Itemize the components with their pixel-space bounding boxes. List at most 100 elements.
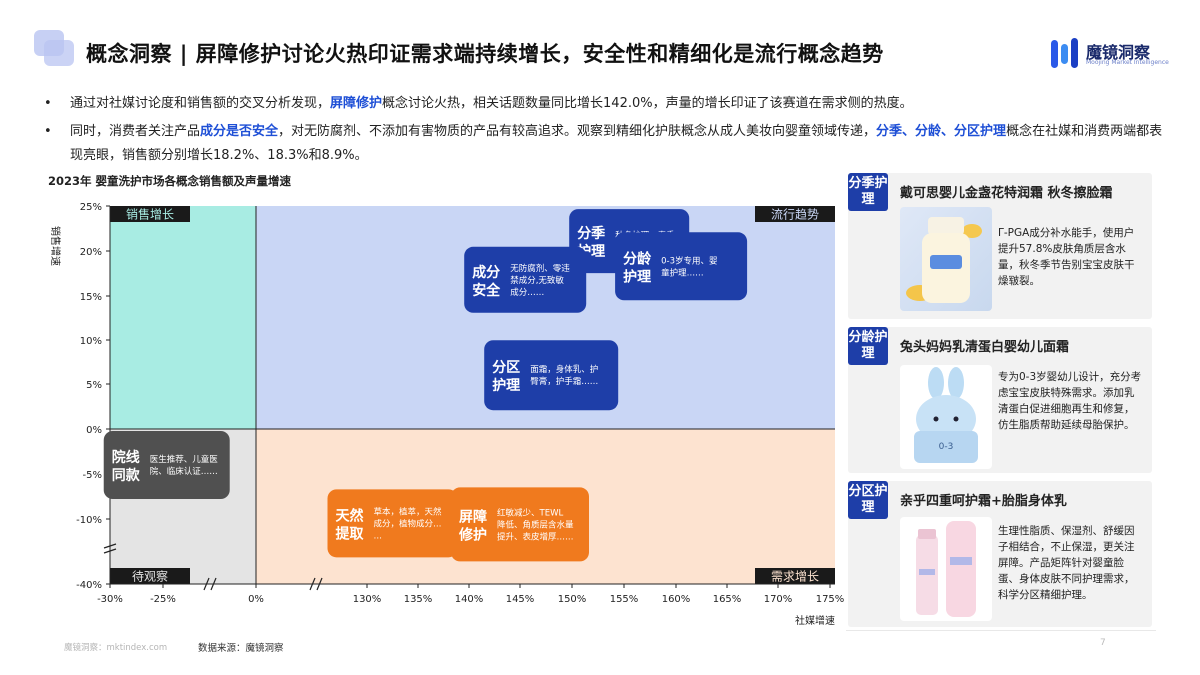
x-tick-label: 165% <box>713 594 742 605</box>
quadrant-label-trend: 流行趋势 <box>771 208 819 222</box>
x-tick-label: 145% <box>506 594 535 605</box>
concept-desc: 无防腐剂、零违 <box>510 263 570 274</box>
lotion-tubes-image <box>900 517 992 621</box>
concept-bubble <box>484 340 619 411</box>
cream-bottle-image <box>900 207 992 311</box>
y-tick-label: 15% <box>80 292 102 303</box>
bullet-item: • 通过对社媒讨论度和销售额的交叉分析发现，屏障修护概念讨论火热，相关话题数量同比… <box>44 92 1174 116</box>
quadrant-sales-growth <box>110 206 256 429</box>
x-tick-label: 175% <box>816 594 845 605</box>
bunny-jar-image: 0-3 <box>900 365 992 469</box>
concept-name: 安全 <box>472 282 501 299</box>
footer-divider <box>846 630 1156 631</box>
x-axis-break <box>309 577 316 591</box>
insight-bullets: • 通过对社媒讨论度和销售额的交叉分析发现，屏障修护概念讨论火热，相关话题数量同比… <box>44 92 1174 168</box>
product-card-zone: 分区护理 亲乎四重呵护霜+胎脂身体乳 生理性脂质、保湿剂、舒缓因子相结合，不止保… <box>848 481 1152 627</box>
title-bar: 概念洞察 | 屏障修护讨论火热印证需求端持续增长，安全性和精细化是流行概念趋势 … <box>34 30 1169 82</box>
brand-m-icon <box>1051 38 1078 68</box>
concept-name: 护理 <box>623 268 651 285</box>
concept-desc: 成分…… <box>510 287 544 298</box>
y-tick-label: 20% <box>80 247 102 258</box>
bullet-text: 通过对社媒讨论度和销售额的交叉分析发现， <box>70 96 331 111</box>
x-tick-label: 160% <box>662 594 691 605</box>
x-tick-label: 155% <box>610 594 639 605</box>
y-tick-label: -40% <box>76 580 102 591</box>
card-tag: 分区护理 <box>848 481 888 519</box>
concept-name: 同款 <box>112 467 141 484</box>
concept-desc: 草本，植萃，天然 <box>374 506 443 517</box>
concept-desc: 0-3岁专用、婴 <box>661 255 717 266</box>
bullet-item: • 同时，消费者关注产品成分是否安全，对无防腐剂、不添加有害物质的产品有较高追求。… <box>44 120 1174 168</box>
concept-desc: 医生推荐、儿童医 <box>150 454 219 465</box>
card-tag: 分季护理 <box>848 173 888 211</box>
concept-desc: 降低、角质层含水量 <box>497 519 574 530</box>
concept-bubble <box>615 232 748 301</box>
x-tick-label: -25% <box>150 594 176 605</box>
concept-name: 天然 <box>336 507 364 524</box>
concept-desc: 红敏减少、TEWL <box>497 507 563 518</box>
bullet-text: 同时，消费者关注产品 <box>70 124 201 139</box>
footer-website: 魔镜洞察：mktindex.com <box>64 643 168 653</box>
y-tick-label: 25% <box>80 202 102 213</box>
concept-name: 护理 <box>492 377 520 394</box>
y-tick-label: 0% <box>86 425 102 436</box>
quadrant-label-sales-growth-bg <box>110 206 190 222</box>
y-tick-label: -10% <box>76 515 102 526</box>
bullet-dot: • <box>44 96 52 111</box>
x-axis-break <box>203 577 210 591</box>
bullet-dot: • <box>44 124 52 139</box>
concept-name: 成分 <box>472 264 500 281</box>
brand-name: 魔镜洞察 <box>1086 43 1151 62</box>
y-axis-break <box>103 548 117 554</box>
brand-logo: 魔镜洞察 Moojing Market Intelligence <box>1050 34 1180 74</box>
concept-bubble <box>464 246 587 313</box>
highlight-text: 分季、分龄、分区护理 <box>876 124 1007 139</box>
x-axis-label: 社媒增速 <box>795 614 835 627</box>
quadrant-label-trend-bg <box>755 206 835 222</box>
quadrant-label-observe: 待观察 <box>132 570 168 584</box>
concept-bubble <box>451 487 589 562</box>
chart-title: 2023年 婴童洗护市场各概念销售额及声量增速 <box>48 174 292 188</box>
quadrant-label-demand-growth: 需求增长 <box>771 570 819 584</box>
card-description: 生理性脂质、保湿剂、舒缓因子相结合，不止保湿，更关注屏障。产品矩阵针对婴童脸蛋、… <box>998 525 1135 601</box>
brand-subtitle: Moojing Market Intelligence <box>1086 59 1169 66</box>
concept-desc: 院、临床认证…… <box>150 466 218 477</box>
x-tick-label: 135% <box>404 594 433 605</box>
y-tick-label: 5% <box>86 380 102 391</box>
bullet-text: 概念在社媒和消费两端都表现亮眼，销售额分别增长18.2%、18.3%和8.9%。 <box>70 124 1163 163</box>
x-tick-label: -30% <box>97 594 123 605</box>
concept-desc: 臀膏，护手霜…… <box>530 376 598 387</box>
concept-desc: 面霜，身体乳、护 <box>530 364 598 375</box>
footer-source: 数据来源：魔镜洞察 <box>198 643 284 654</box>
concept-name: 分龄 <box>623 250 652 267</box>
card-tag: 分龄护理 <box>848 327 888 365</box>
concept-desc: 禁成分,无致敏 <box>510 275 564 286</box>
jar-label: 0-3 <box>939 442 954 452</box>
concept-name: 分季 <box>577 225 605 242</box>
card-title: 兔头妈妈乳清蛋白婴幼儿面霜 <box>900 340 1070 355</box>
x-tick-label: 140% <box>455 594 484 605</box>
concept-name: 提取 <box>336 526 365 542</box>
concept-name: 院线 <box>112 449 140 466</box>
x-tick-label: 170% <box>764 594 793 605</box>
x-tick-label: 130% <box>353 594 382 605</box>
concept-desc: … <box>374 531 383 541</box>
bullet-text: ，对无防腐剂、不添加有害物质的产品有较高追求。观察到精细化护肤概念从成人美妆向婴… <box>278 124 877 139</box>
x-tick-label: 0% <box>248 594 264 605</box>
x-axis-break <box>316 577 323 591</box>
page-title: 概念洞察 | 屏障修护讨论火热印证需求端持续增长，安全性和精细化是流行概念趋势 <box>86 42 884 66</box>
quadrant-label-demand-growth-bg <box>755 568 835 584</box>
highlight-text: 成分是否安全 <box>200 124 279 139</box>
concept-name: 修护 <box>458 526 487 543</box>
concept-bubble <box>103 431 230 499</box>
highlight-text: 屏障修护 <box>330 96 383 111</box>
card-description: 专为0-3岁婴幼儿设计，充分考虑宝宝皮肤特殊需求。添加乳清蛋白促进细胞再生和修复… <box>998 371 1142 431</box>
concept-desc: 成分，植物成分… <box>374 518 442 529</box>
concept-name: 分区 <box>492 360 520 376</box>
x-axis-break <box>210 577 217 591</box>
y-tick-label: 10% <box>80 336 102 347</box>
card-title: 亲乎四重呵护霜+胎脂身体乳 <box>900 494 1067 509</box>
title-decoration-shadow <box>44 40 74 66</box>
concept-desc: 提升、表皮增厚…… <box>497 531 574 542</box>
